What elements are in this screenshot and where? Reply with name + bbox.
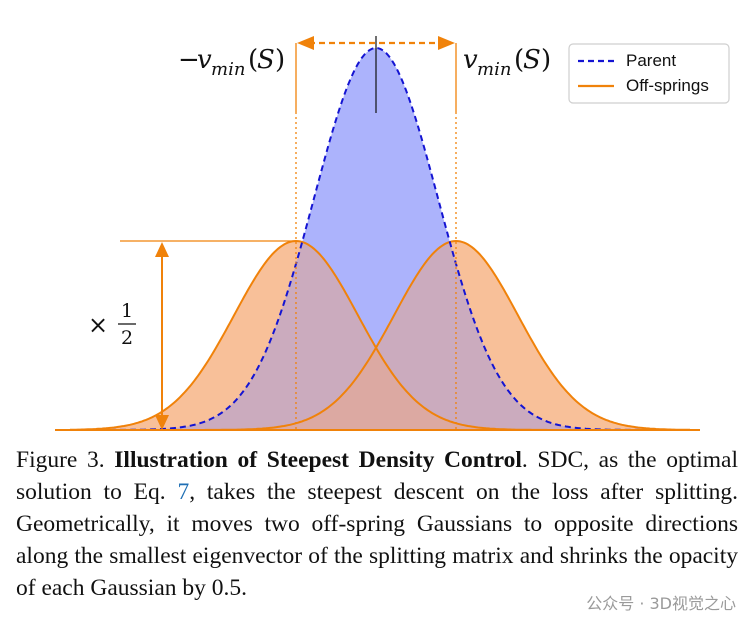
svg-text:(: ( (514, 45, 524, 75)
svg-text:2: 2 (121, 327, 133, 349)
watermark: 公众号 · 3D视觉之心 (586, 594, 736, 613)
svg-text:v: v (463, 45, 478, 75)
arrowhead-right (438, 36, 455, 50)
svg-text:): ) (275, 45, 285, 75)
height-arrowhead-bottom (155, 415, 169, 430)
vmin-label: v min ( S ) (463, 45, 551, 80)
caption-label: Figure 3. (16, 447, 105, 473)
legend: Parent Off-springs (568, 43, 730, 104)
caption-text-1: . SDC, as the optimal solution to Eq. (16, 447, 739, 505)
figure-caption: Figure 3. Illustration of Steepest Densi… (16, 444, 738, 604)
parent-curve (70, 46, 690, 431)
svg-text:1: 1 (121, 300, 133, 322)
svg-text:×: × (88, 311, 108, 339)
legend-offspring-label: Off-springs (626, 76, 709, 95)
height-arrowhead-top (155, 242, 169, 257)
offspring-right-overlay (70, 241, 690, 430)
svg-text:min: min (211, 59, 245, 80)
arrowhead-left (297, 36, 314, 50)
svg-text:): ) (541, 45, 551, 75)
steepest-density-control-figure: − v min ( S ) v min ( S ) × 1 2 Parent O… (55, 36, 730, 431)
svg-text:S: S (257, 45, 275, 75)
svg-text:min: min (477, 59, 511, 80)
neg-vmin-label: − v min ( S ) (178, 45, 285, 80)
svg-text:−: − (178, 45, 200, 75)
svg-text:v: v (197, 45, 212, 75)
equation-reference-link[interactable]: 7 (177, 479, 190, 505)
svg-text:S: S (523, 45, 541, 75)
legend-parent-label: Parent (626, 51, 676, 70)
svg-text:(: ( (248, 45, 258, 75)
parent-fill (70, 48, 690, 430)
caption-text-2: , takes the steepest descent on the loss… (16, 479, 738, 601)
offspring-left-overlay (70, 241, 690, 430)
offspring-right-fill (70, 241, 690, 430)
caption-title: Illustration of Steepest Density Control (114, 447, 522, 473)
offspring-left-fill (70, 241, 690, 430)
half-scale-label: × 1 2 (88, 300, 136, 349)
